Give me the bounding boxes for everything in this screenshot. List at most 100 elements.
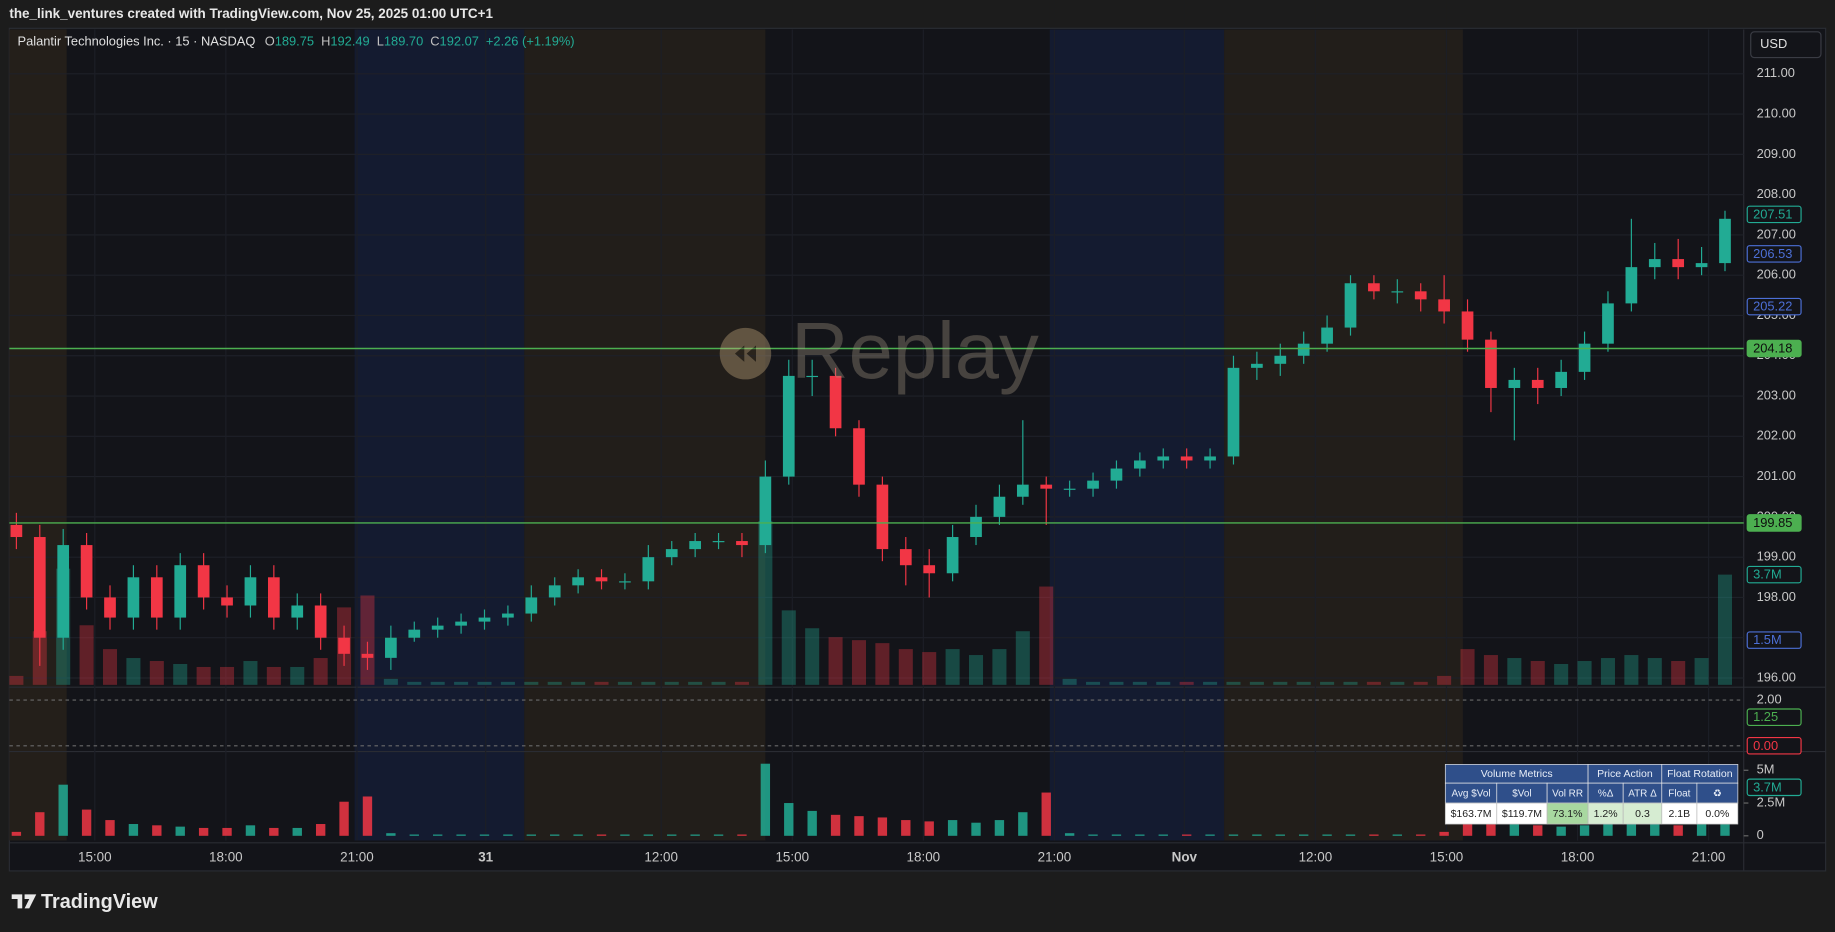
y-tick-label: 207.00 — [1757, 226, 1796, 241]
volume-bar — [620, 834, 630, 836]
price-tag — [1746, 737, 1802, 755]
volume-bar — [924, 821, 934, 836]
currency[interactable]: USD — [1760, 36, 1787, 51]
legend-key: O — [265, 34, 275, 49]
volume-bar — [1111, 834, 1122, 836]
overlay-volume — [1203, 681, 1218, 685]
overlay-volume — [571, 681, 586, 685]
overlay-volume — [290, 666, 305, 685]
x-tick-label: 31 — [478, 850, 493, 865]
candle-body — [1344, 283, 1357, 328]
overlay-volume — [547, 681, 562, 685]
candle-body — [1485, 339, 1497, 388]
candle-body — [385, 637, 397, 658]
candle-body — [829, 375, 842, 429]
candle-body — [1274, 355, 1287, 364]
overlay-volume — [1273, 681, 1288, 685]
y-tick-label: 203.00 — [1757, 387, 1796, 402]
volume-bar — [222, 827, 232, 836]
candle-body — [127, 577, 140, 618]
candle-body — [57, 545, 70, 638]
chart-frame — [8, 27, 1827, 872]
volume-bar — [1252, 834, 1262, 836]
candle-body — [1719, 218, 1731, 264]
candle-body — [244, 577, 257, 606]
table-value: $163.7M — [1451, 808, 1492, 820]
volume-bar — [1673, 825, 1683, 836]
volume-bar — [1556, 826, 1566, 836]
candle-body — [1251, 363, 1263, 368]
x-tick-label: 18:00 — [209, 850, 243, 865]
volume-bar — [11, 831, 22, 836]
candle-body — [104, 597, 116, 618]
overlay-volume — [126, 658, 141, 685]
volume-bar — [877, 817, 888, 836]
legend-value: 192.49 — [330, 34, 369, 49]
volume-bar — [1088, 834, 1098, 836]
overlay-volume — [1413, 681, 1428, 685]
candle-body — [595, 577, 608, 582]
candle-body — [1672, 259, 1685, 268]
candle-body — [548, 585, 561, 598]
overlay-volume — [1437, 675, 1452, 685]
metrics-table: Volume Metrics Price Action Float Rotation… — [1444, 764, 1739, 825]
overlay-volume — [664, 681, 679, 685]
volume-bar — [1041, 792, 1051, 836]
overlay-volume — [1554, 663, 1569, 685]
price-tag-label: 1.25 — [1753, 709, 1778, 724]
replay-arrows — [734, 345, 757, 362]
legend-value: 189.70 — [384, 34, 423, 49]
currency-button[interactable] — [1750, 31, 1822, 59]
volume-bar — [690, 834, 700, 836]
candle-body — [1134, 460, 1146, 469]
price-tag-label: 206.53 — [1753, 246, 1792, 261]
volume-bar — [1018, 812, 1028, 836]
price-tag — [1746, 708, 1802, 726]
overlay-volume — [1507, 658, 1522, 685]
volume-bar — [573, 834, 583, 836]
x-tick-label: 12:00 — [1299, 850, 1333, 865]
overlay-volume — [79, 625, 94, 685]
indicator-tick-label: 2.00 — [1757, 691, 1782, 706]
legend-value: 192.07 — [440, 34, 479, 49]
caption: the_link_ventures created with TradingVi… — [9, 6, 493, 21]
y-tick-label: 209.00 — [1757, 146, 1796, 161]
candle-body — [1531, 379, 1544, 388]
candle-body — [806, 375, 819, 378]
price-tag — [1746, 778, 1802, 797]
volume-bar — [1696, 824, 1707, 836]
price-tag-label: 199.85 — [1753, 515, 1792, 530]
price-tag — [1746, 245, 1802, 263]
table-value: 0.0% — [1705, 808, 1729, 820]
price-tag — [1746, 297, 1802, 316]
overlay-volume — [1226, 681, 1241, 685]
candle-body — [923, 565, 936, 574]
price-tag — [1746, 205, 1802, 224]
overlay-volume — [1039, 586, 1054, 685]
price-tag-label: 207.51 — [1753, 206, 1792, 221]
y-tick-label: 201.00 — [1757, 468, 1796, 483]
legend: Palantir Technologies Inc. · 15 · NASDAQ… — [18, 34, 575, 49]
volume-bar — [198, 827, 209, 836]
overlay-volume — [1600, 658, 1615, 685]
overlay-volume — [360, 595, 375, 685]
session-bg — [1224, 29, 1463, 841]
overlay-volume — [1179, 681, 1194, 685]
table-group: Float Rotation — [1667, 768, 1733, 780]
session-bg — [1049, 29, 1225, 841]
overlay-volume — [149, 661, 164, 685]
overlay-volume — [383, 678, 398, 685]
overlay-volume — [992, 649, 1007, 685]
y-tick-label: 206.00 — [1757, 267, 1796, 282]
overlay-volume — [805, 628, 820, 685]
candle-body — [759, 476, 772, 546]
volume-bar — [784, 803, 794, 836]
overlay-volume — [1460, 649, 1475, 685]
y-tick-label: 208.00 — [1757, 186, 1796, 201]
candle-body — [502, 613, 514, 618]
overlay-volume — [9, 675, 24, 685]
volume-tick-label: 2.5M — [1757, 794, 1786, 809]
candle-body — [689, 541, 701, 550]
replay-icon — [719, 327, 772, 380]
